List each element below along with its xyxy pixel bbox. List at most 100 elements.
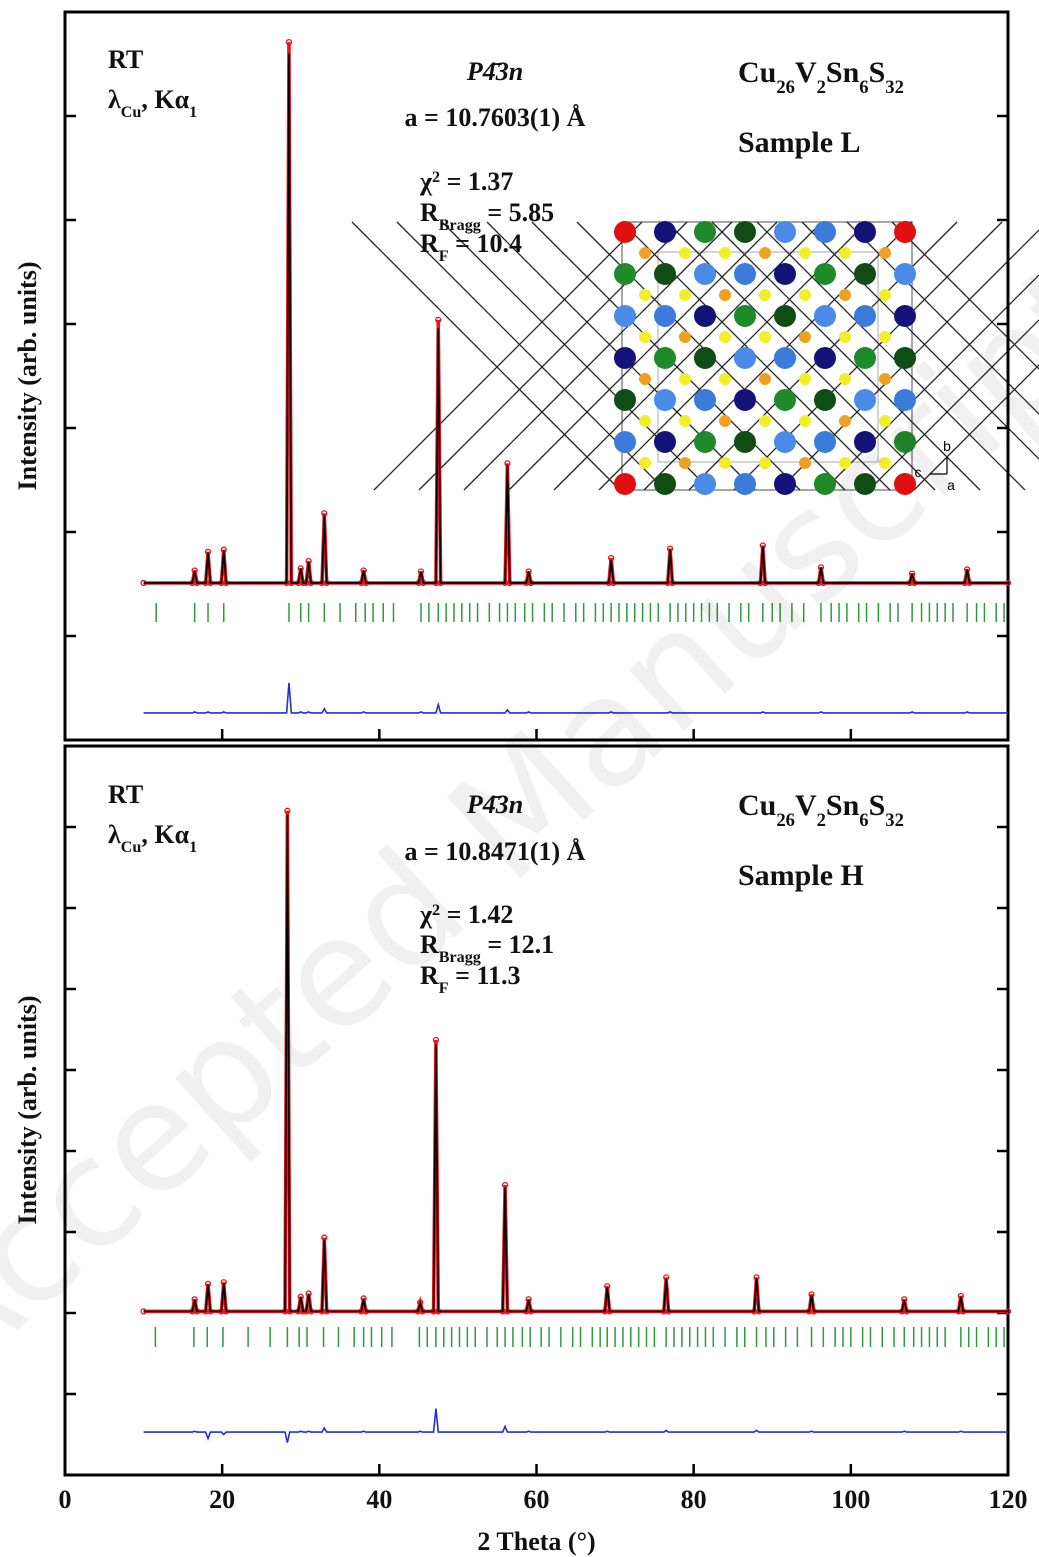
- atom: [854, 305, 876, 327]
- atom: [719, 247, 731, 259]
- atom: [679, 373, 691, 385]
- annotation-run: 26: [776, 77, 795, 98]
- atom: [854, 431, 876, 453]
- annotation: λCu, Kα1: [108, 85, 197, 121]
- atom: [639, 331, 651, 343]
- annotation-run: 2: [432, 169, 440, 186]
- atom: [894, 431, 916, 453]
- atom: [854, 347, 876, 369]
- x-axis-label: 2 Theta (°): [477, 1527, 595, 1556]
- annotation-run: λ: [108, 820, 121, 849]
- atom: [759, 331, 771, 343]
- atom: [799, 457, 811, 469]
- atom: [799, 247, 811, 259]
- atom: [614, 263, 636, 285]
- annotation: λCu, Kα1: [108, 820, 197, 856]
- atom: [799, 289, 811, 301]
- annotation-run: = 1.42: [440, 900, 513, 929]
- atom: [719, 373, 731, 385]
- annotation-run: R: [420, 229, 439, 258]
- atom: [734, 263, 756, 285]
- annotation-run: = 12.1: [481, 930, 554, 959]
- atom: [814, 473, 836, 495]
- atom: [679, 289, 691, 301]
- atom: [854, 473, 876, 495]
- bond: [351, 221, 621, 491]
- atom: [879, 247, 891, 259]
- atom: [759, 415, 771, 427]
- atom: [894, 347, 916, 369]
- atom: [614, 473, 636, 495]
- atom: [799, 415, 811, 427]
- annotation: RBragg = 12.1: [420, 930, 554, 966]
- bond: [913, 364, 1039, 491]
- bond: [711, 221, 981, 491]
- atom: [639, 373, 651, 385]
- annotation-run: 2: [432, 902, 440, 919]
- annotation: P4̄3n: [466, 57, 523, 86]
- annotation: RT: [108, 45, 143, 74]
- atom: [694, 389, 716, 411]
- atom: [679, 331, 691, 343]
- annotation: Sample H: [738, 859, 864, 892]
- annotation-run: 1: [189, 104, 197, 121]
- inset-axis-label: c: [915, 464, 922, 480]
- atom: [759, 289, 771, 301]
- atom: [879, 331, 891, 343]
- series-line: [143, 53, 1008, 584]
- y-axis-label: Intensity (arb. units): [13, 262, 42, 491]
- observed-point: [432, 1036, 440, 1044]
- atom: [614, 431, 636, 453]
- x-tick-label: 40: [366, 1485, 392, 1514]
- atom: [639, 289, 651, 301]
- annotation-run: = 10.4: [449, 229, 522, 258]
- annotation-run: Cu: [121, 839, 142, 856]
- atom: [654, 263, 676, 285]
- annotation: a = 10.7603(1) Å: [405, 103, 586, 132]
- atom: [839, 415, 851, 427]
- atom: [774, 389, 796, 411]
- bond: [418, 221, 688, 491]
- atom: [734, 389, 756, 411]
- series-line: [143, 682, 1008, 714]
- annotation: χ2 = 1.37: [419, 167, 513, 196]
- annotation: RBragg = 5.85: [420, 198, 554, 234]
- bond: [846, 221, 1039, 415]
- atom: [839, 331, 851, 343]
- atom: [814, 347, 836, 369]
- series-line: [143, 1408, 1008, 1443]
- annotation-run: R: [420, 961, 439, 990]
- atom: [879, 457, 891, 469]
- annotation-run: , Kα: [141, 820, 189, 849]
- atom: [894, 221, 916, 243]
- atom: [734, 221, 756, 243]
- atom: [654, 431, 676, 453]
- atom: [879, 415, 891, 427]
- observed-point: [435, 316, 442, 323]
- bond: [801, 221, 1039, 460]
- atom: [639, 457, 651, 469]
- atom: [814, 431, 836, 453]
- atom: [774, 347, 796, 369]
- x-tick-label: 60: [524, 1485, 550, 1514]
- atom: [774, 305, 796, 327]
- atom: [694, 473, 716, 495]
- atom: [854, 389, 876, 411]
- annotation: RT: [108, 780, 143, 809]
- atom: [694, 347, 716, 369]
- annotation: P4̄3n: [466, 790, 523, 819]
- atom: [614, 389, 636, 411]
- atom: [839, 289, 851, 301]
- annotation: Cu26V2Sn6S32: [738, 789, 904, 831]
- atom: [894, 473, 916, 495]
- x-tick-label: 100: [831, 1485, 870, 1514]
- atom: [694, 305, 716, 327]
- annotation-run: Cu: [738, 789, 776, 822]
- x-tick-label: 80: [681, 1485, 707, 1514]
- x-tick-label: 20: [209, 1485, 235, 1514]
- annotation-run: χ: [419, 900, 433, 929]
- annotation-run: 2: [817, 77, 826, 98]
- atom: [614, 305, 636, 327]
- annotation-run: 2: [817, 810, 826, 831]
